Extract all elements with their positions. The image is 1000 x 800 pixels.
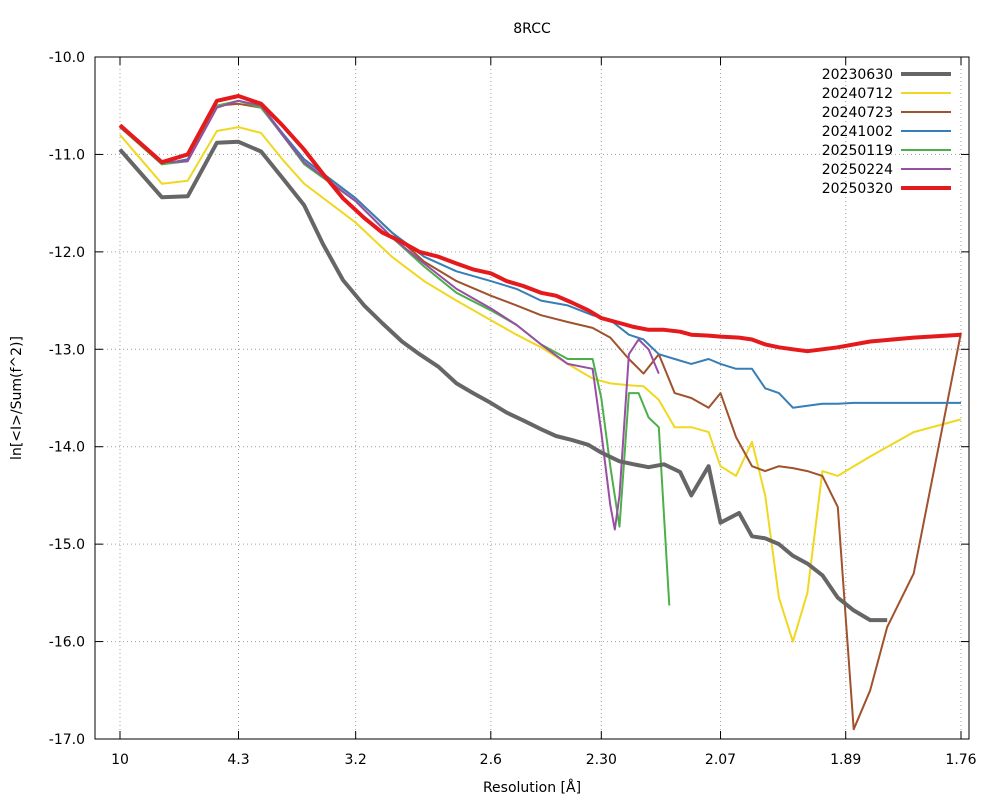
y-tick-label: -14.0: [49, 440, 85, 456]
x-tick-label: 2.30: [586, 752, 617, 768]
series-layer: [118, 94, 962, 731]
y-tick-label: -12.0: [49, 245, 85, 261]
y-axis-label: ln[<I>/Sum(f^2)]: [9, 336, 25, 460]
x-tick-label: 2.07: [705, 752, 736, 768]
series-line-20230630: [118, 139, 888, 623]
legend-label: 20241002: [822, 124, 893, 140]
y-tick-label: -17.0: [49, 732, 85, 748]
y-tick-label: -11.0: [49, 147, 85, 163]
legend-label: 20250119: [822, 143, 893, 159]
x-tick-label: 3.2: [345, 752, 367, 768]
y-tick-label: -15.0: [49, 537, 85, 553]
x-axis-label: Resolution [Å]: [483, 779, 581, 796]
series-line-20250320: [118, 94, 962, 354]
x-tick-label: 4.3: [227, 752, 249, 768]
legend: 20230630 20240712 20240723 20241002 20250119…: [822, 67, 951, 197]
series-line-20250119: [119, 99, 671, 606]
x-tick-label: 1.76: [945, 752, 976, 768]
x-tick-label: 1.89: [830, 752, 861, 768]
legend-label: 20240723: [822, 105, 893, 121]
series-line-20250224: [119, 99, 660, 531]
legend-label: 20230630: [822, 67, 893, 83]
series-line-20240712: [119, 126, 962, 643]
legend-label: 20240712: [822, 86, 893, 102]
y-tick-label: -10.0: [49, 50, 85, 66]
y-tick-label: -13.0: [49, 342, 85, 358]
plot-frame: [94, 56, 970, 740]
legend-label: 20250224: [822, 162, 893, 178]
y-tick-label: -16.0: [49, 635, 85, 651]
series-line-20240723: [119, 102, 962, 731]
legend-label: 20250320: [822, 181, 893, 197]
x-tick-label: 10: [111, 752, 129, 768]
ticks: -10.0 -11.0 -12.0 -13.0 -14.0 -15.0 -16.0 -17.0…: [49, 50, 977, 768]
grid: [95, 56, 969, 740]
chart-title: 8RCC: [513, 21, 551, 37]
x-tick-label: 2.6: [480, 752, 502, 768]
